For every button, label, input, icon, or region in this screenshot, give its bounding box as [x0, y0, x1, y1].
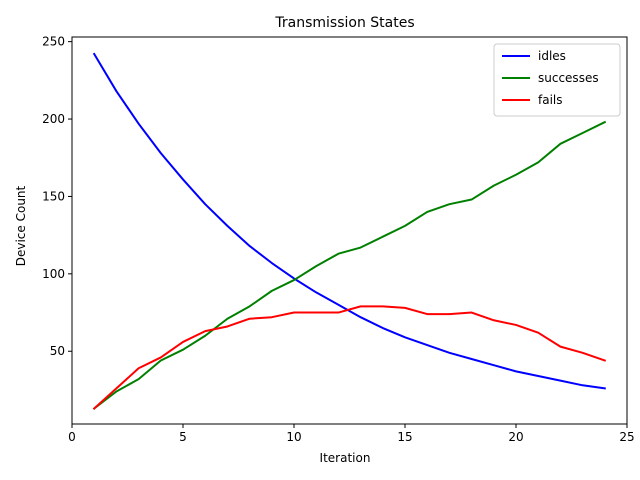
x-tick-label: 15	[397, 430, 412, 444]
y-axis-label: Device Count	[14, 185, 28, 266]
series-line-fails	[92, 305, 607, 410]
y-tick-label: 250	[42, 35, 65, 49]
legend-label-successes: successes	[538, 71, 599, 85]
legend-label-fails: fails	[538, 93, 563, 107]
y-tick-label: 200	[42, 112, 65, 126]
x-tick-label: 5	[179, 430, 187, 444]
x-tick-label: 25	[619, 430, 634, 444]
x-axis-label: Iteration	[320, 451, 371, 465]
legend: idles successes fails	[493, 43, 621, 117]
chart-title: Transmission States	[274, 15, 414, 31]
series-line-successes	[92, 120, 607, 410]
axes-frame	[71, 36, 628, 425]
y-tick-label: 100	[42, 267, 65, 281]
x-tick-label: 20	[508, 430, 523, 444]
legend-label-idles: idles	[538, 49, 566, 63]
x-tick-label: 0	[68, 430, 76, 444]
y-tick-label: 150	[42, 189, 65, 203]
x-tick-label: 10	[286, 430, 301, 444]
y-tick-label: 50	[50, 344, 65, 358]
legend-box	[493, 43, 621, 117]
plot-area: 0 5 10 15 20 25 50 100 150 200 250	[42, 35, 635, 444]
series-line-idles	[92, 52, 606, 390]
